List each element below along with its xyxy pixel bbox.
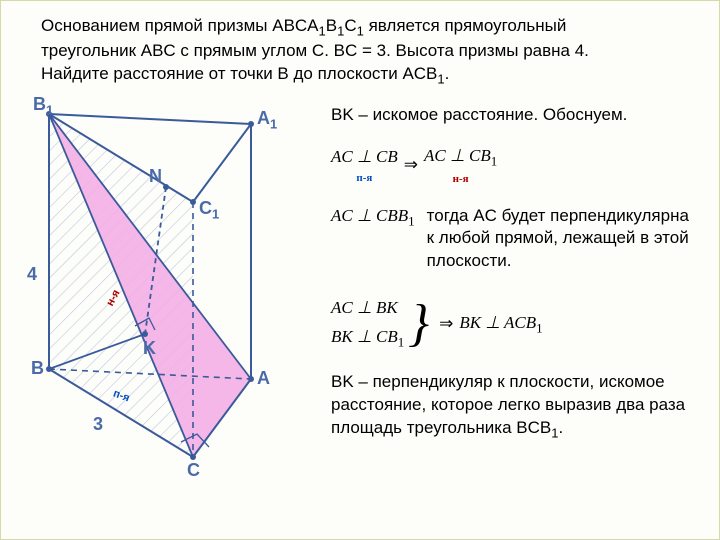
- step1: AC ⊥ CBп-я ⇒ AC ⊥ CB1н-я: [331, 145, 701, 187]
- problem-text-1: Основанием прямой призмы ABCA: [41, 16, 319, 35]
- problem-text-2: треугольник ABC с прямым углом C. BC = 3…: [41, 41, 589, 60]
- label-C1: C1: [199, 198, 219, 222]
- problem-statement: Основанием прямой призмы ABCA1B1C1 являе…: [1, 1, 719, 94]
- problem-text-3: Найдите расстояние от точки B до плоскос…: [41, 64, 437, 83]
- label-N: N: [149, 166, 162, 187]
- step2: AC ⊥ CBB1 тогда AC будет перпендикулярна…: [331, 205, 701, 274]
- step3: AC ⊥ BK BK ⊥ CB1 } ⇒ BK ⊥ ACB1: [331, 297, 701, 351]
- label-B1: B1: [33, 94, 53, 118]
- bk-intro: BK – искомое расстояние. Обоснуем.: [331, 104, 701, 127]
- label-K: K: [143, 338, 156, 359]
- label-A: A: [257, 368, 270, 389]
- label-C: C: [187, 460, 200, 481]
- label-B: B: [31, 358, 44, 379]
- label-A1: A1: [257, 108, 277, 132]
- explanation: BK – искомое расстояние. Обоснуем. AC ⊥ …: [321, 94, 719, 494]
- conclusion: BK – перпендикуляр к плоскости, искомое …: [331, 371, 701, 442]
- edge-base: 3: [93, 414, 103, 435]
- edge-height: 4: [27, 264, 37, 285]
- prism-diagram: B1 A1 C1 B A C N K 4 3 н-я п-я: [21, 94, 321, 494]
